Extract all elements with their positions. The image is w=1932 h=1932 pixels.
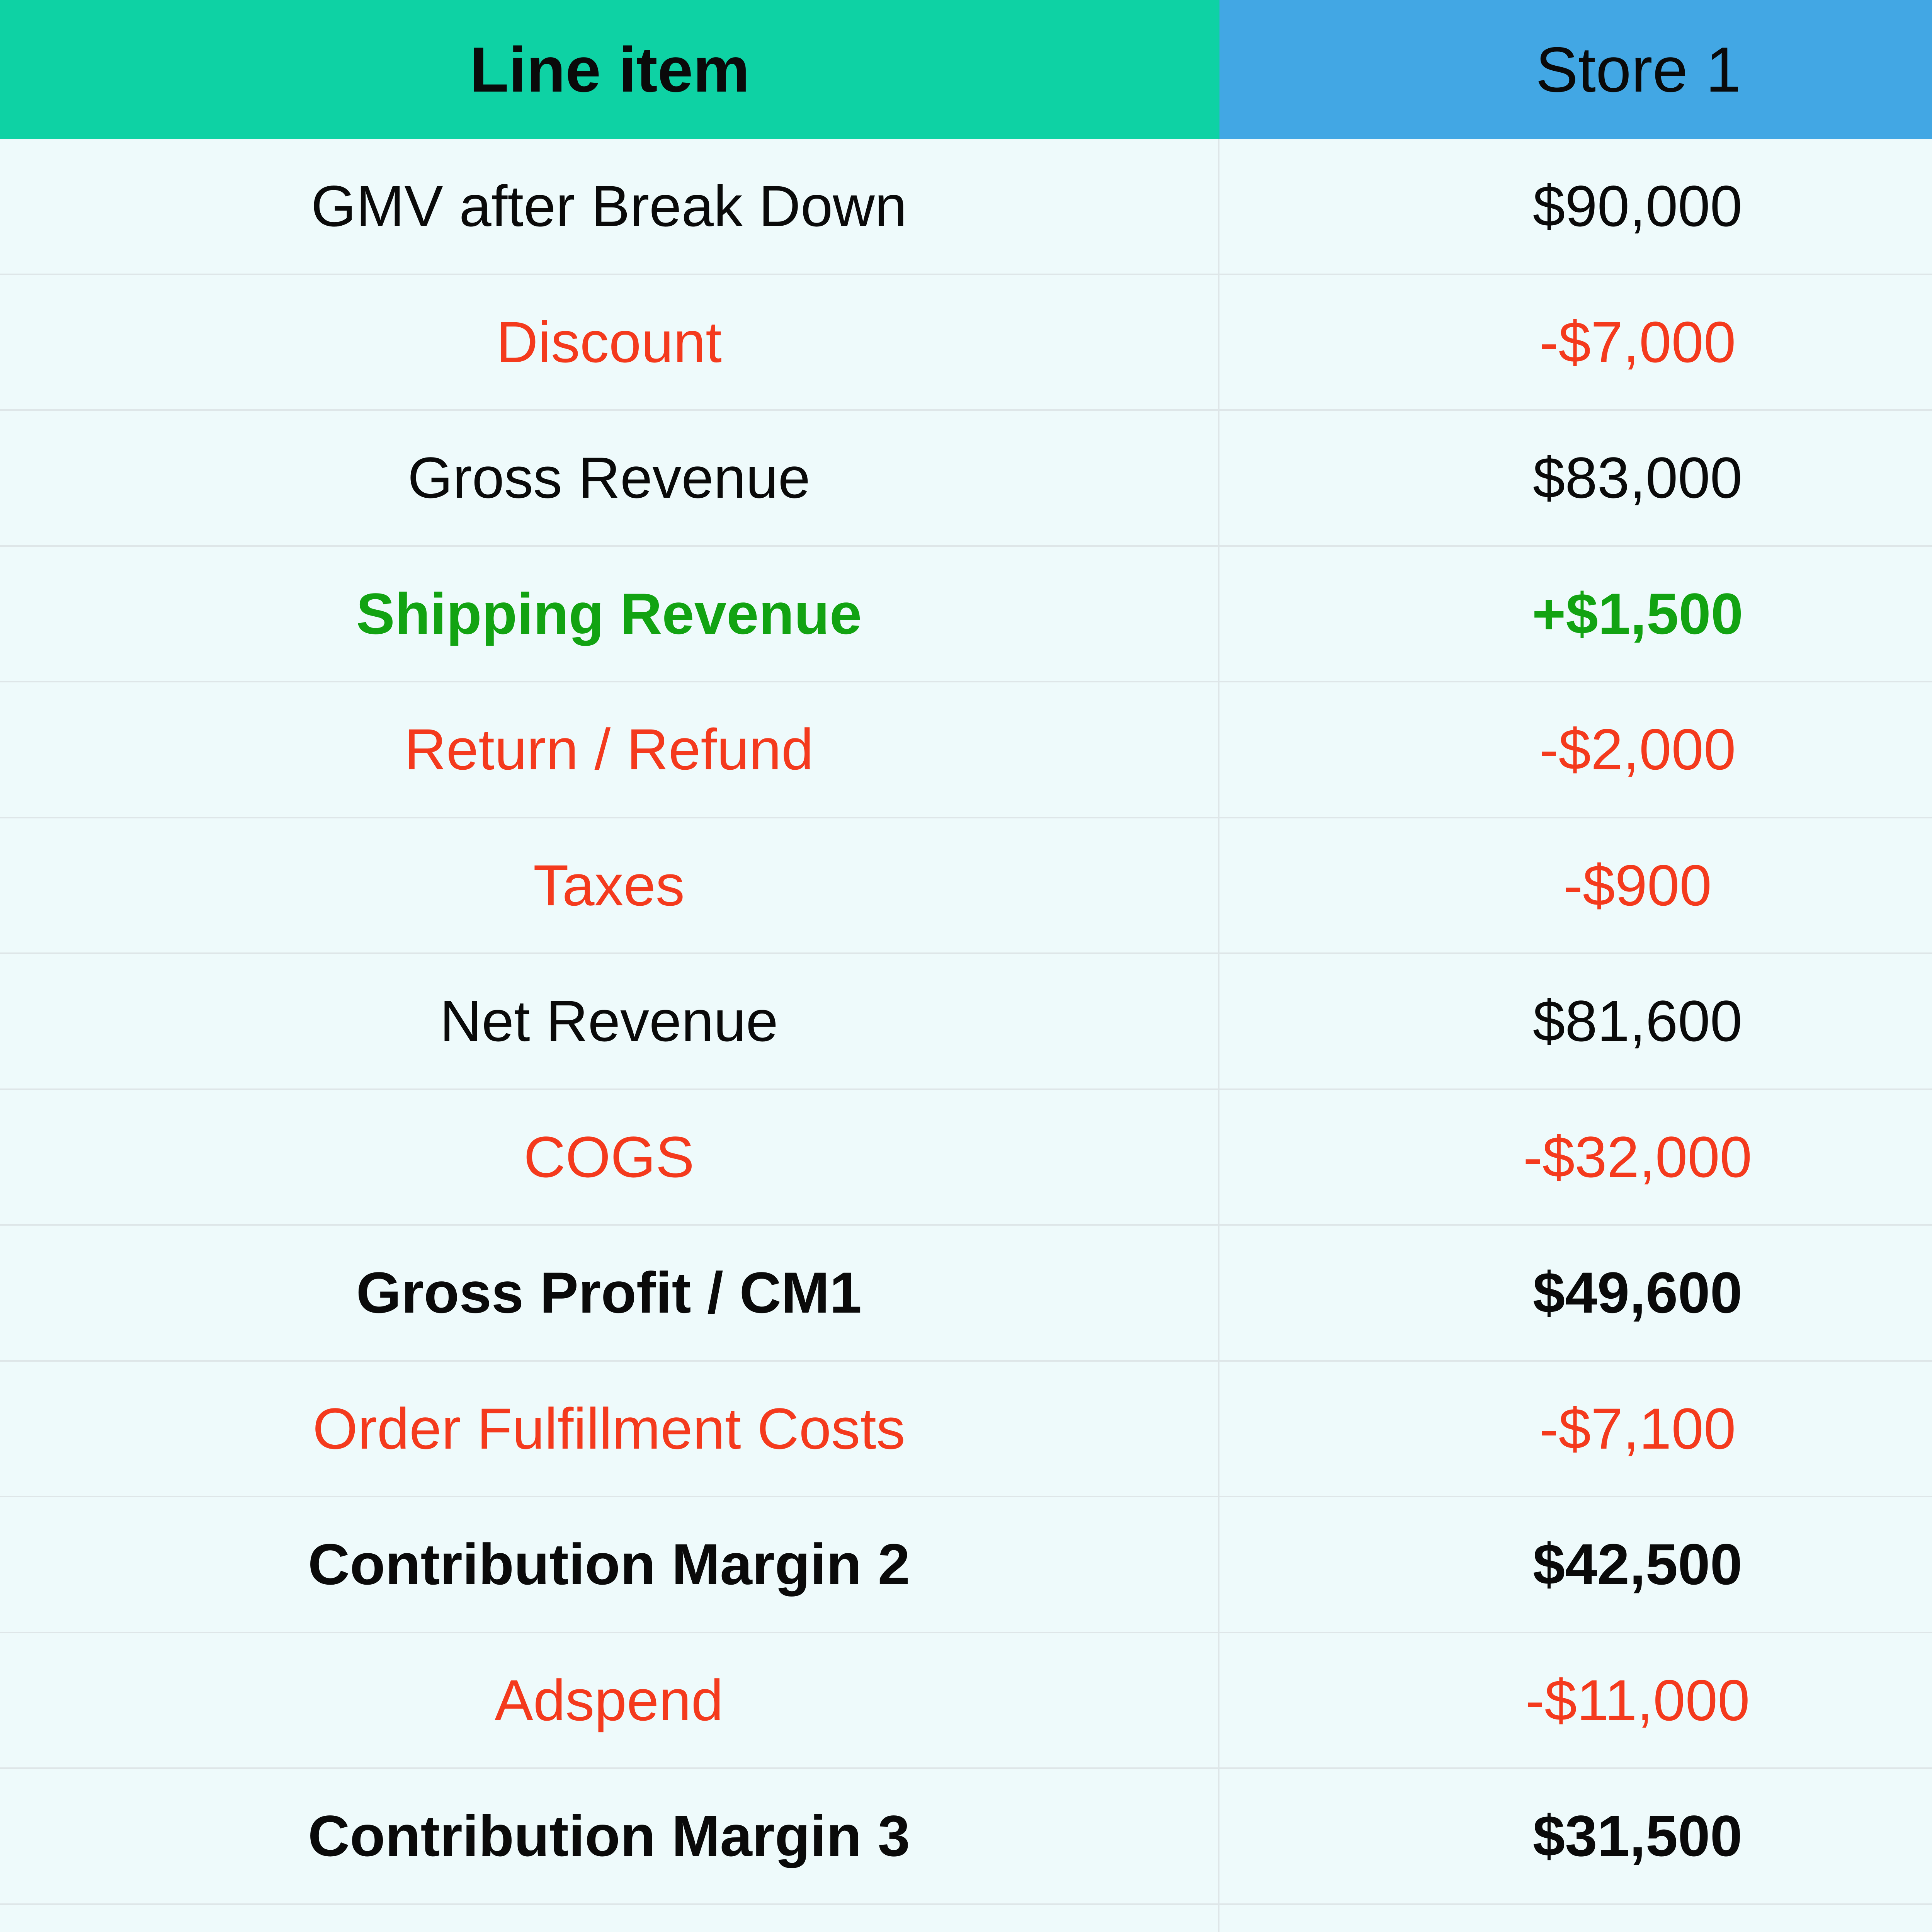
store1-value-cell-text: $42,500 [1532, 1532, 1743, 1597]
line-item-cell-text: Gross Revenue [407, 445, 811, 510]
line-item-cell-text: GMV after Break Down [311, 173, 907, 239]
table-row: Adspend-$11,000-$8,000 [0, 1633, 1932, 1769]
store1-value-cell: -$2,000 [1219, 682, 1932, 817]
line-item-cell-text: COGS [524, 1124, 694, 1189]
table-row: Contribution Margin 2$42,500$37,120 [0, 1497, 1932, 1633]
store1-value-cell: -$900 [1219, 818, 1932, 953]
store1-value-cell-text: -$7,000 [1539, 309, 1736, 374]
line-item-cell-text: Adspend [494, 1667, 724, 1733]
table-row: Return / Refund-$2,000-$1,800 [0, 682, 1932, 818]
store1-value-cell-text: $49,600 [1532, 1260, 1743, 1325]
store1-value-cell-text: $31,500 [1532, 1803, 1743, 1869]
line-item-cell-text: Net Revenue [440, 988, 778, 1054]
table-row: COGS-$32,000-$35,000 [0, 1090, 1932, 1226]
line-item-cell-text: Discount [496, 309, 722, 374]
line-item-cell: Taxes [0, 818, 1219, 952]
table-row: Gross Profit / CM1$49,600$45,120 [0, 1226, 1932, 1362]
line-item-cell: Contribution Margin 2 [0, 1497, 1219, 1632]
line-item-cell-text: Shipping Revenue [356, 581, 862, 646]
line-item-cell: Shipping Revenue [0, 546, 1219, 681]
store1-value-cell: $81,600 [1219, 954, 1932, 1088]
line-item-cell-text: Contribution Margin 3 [308, 1803, 910, 1869]
store1-value-cell: $31,500 [1219, 1769, 1932, 1903]
store1-value-cell: -$7,000 [1219, 275, 1932, 410]
line-item-cell-text: Order Fulfillment Costs [313, 1396, 905, 1461]
line-item-cell: Gross Profit / CM1 [0, 1226, 1219, 1360]
store1-value-cell: -$12,000 [1219, 1905, 1932, 1932]
table-row: Order Fulfillment Costs-$7,100-$8,000 [0, 1361, 1932, 1497]
line-item-cell-text: Taxes [533, 852, 685, 918]
store1-value-cell-text: -$2,000 [1539, 717, 1736, 782]
line-item-cell-text: Return / Refund [404, 717, 814, 782]
line-item-cell: Net Revenue [0, 954, 1219, 1088]
table-body: GMV after Break Down$90,000$90,000Discou… [0, 139, 1932, 1932]
line-item-cell: Order Fulfillment Costs [0, 1361, 1219, 1496]
line-item-cell-text: Gross Profit / CM1 [356, 1260, 862, 1325]
table-row: Net Revenue$81,600$80,120 [0, 954, 1932, 1090]
line-item-cell: Gross Revenue [0, 411, 1219, 545]
table-header-row: Line item Store 1 Store 2 [0, 0, 1932, 139]
store1-value-cell-text: -$11,000 [1525, 1667, 1750, 1733]
line-item-cell-text: Contribution Margin 2 [308, 1532, 910, 1597]
header-line-item-label: Line item [469, 34, 750, 105]
header-store1-label: Store 1 [1536, 34, 1741, 105]
store1-value-cell: -$11,000 [1219, 1633, 1932, 1768]
store1-value-cell-text: $81,600 [1532, 988, 1743, 1054]
line-item-cell: Adspend [0, 1633, 1219, 1767]
store1-value-cell-text: $83,000 [1532, 445, 1743, 510]
store1-value-cell: $90,000 [1219, 139, 1932, 274]
table-row: Operational Expenses-$12,000-$6,000 [0, 1905, 1932, 1932]
line-item-cell: Discount [0, 275, 1219, 409]
table-row: GMV after Break Down$90,000$90,000 [0, 139, 1932, 275]
table-row: Taxes-$900-$880 [0, 818, 1932, 954]
store1-value-cell-text: +$1,500 [1532, 581, 1743, 646]
table-row: Shipping Revenue+$1,500+$1,800 [0, 546, 1932, 682]
line-item-cell: Return / Refund [0, 682, 1219, 817]
header-cell-store1: Store 1 [1219, 0, 1932, 139]
line-item-cell: Operational Expenses [0, 1905, 1219, 1932]
store1-value-cell-text: -$900 [1563, 852, 1712, 918]
table-row: Contribution Margin 3$31,500$29,120 [0, 1769, 1932, 1905]
store1-value-cell: -$7,100 [1219, 1362, 1932, 1496]
store1-value-cell-text: -$7,100 [1539, 1396, 1736, 1461]
table-row: Gross Revenue$83,000$81,000 [0, 411, 1932, 547]
line-item-cell: Contribution Margin 3 [0, 1769, 1219, 1903]
store1-value-cell: +$1,500 [1219, 547, 1932, 681]
store1-value-cell: $42,500 [1219, 1497, 1932, 1632]
line-item-cell: COGS [0, 1090, 1219, 1224]
store1-value-cell: $83,000 [1219, 411, 1932, 545]
store1-value-cell-text: -$32,000 [1523, 1124, 1752, 1189]
table-row: Discount-$7,000-$9,000 [0, 275, 1932, 411]
store1-value-cell: -$32,000 [1219, 1090, 1932, 1225]
store1-value-cell-text: $90,000 [1532, 173, 1743, 239]
header-cell-line-item: Line item [0, 0, 1219, 139]
store1-value-cell: $49,600 [1219, 1226, 1932, 1360]
line-item-cell: GMV after Break Down [0, 139, 1219, 274]
